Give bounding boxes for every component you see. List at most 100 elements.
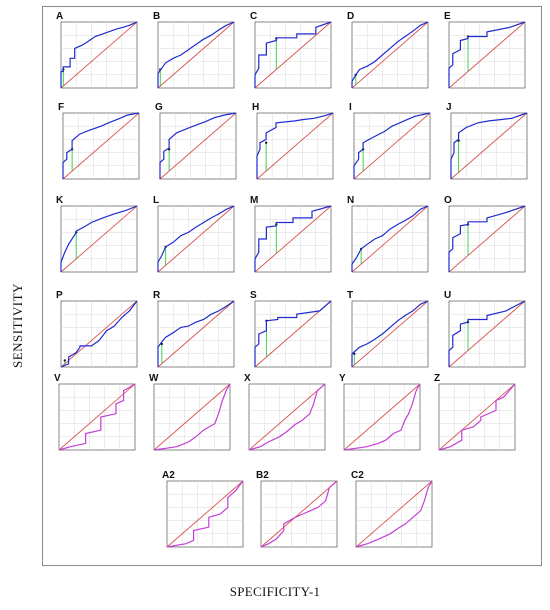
roc-curve — [450, 112, 528, 179]
roc-panel-f: F — [58, 102, 140, 180]
roc-curve — [254, 205, 332, 272]
roc-panel-b2: B2 — [256, 470, 338, 548]
roc-panel-k: K — [56, 195, 138, 273]
reference-line — [438, 383, 516, 451]
reference-line — [159, 112, 237, 180]
roc-curve — [343, 383, 421, 451]
panel-label-b2: B2 — [256, 470, 269, 481]
reference-line — [256, 112, 334, 180]
roc-panel-c2: C2 — [351, 470, 433, 548]
roc-panel-s: S — [250, 290, 332, 368]
panel-label-w: W — [149, 373, 159, 384]
reference-line — [343, 383, 421, 451]
figure-frame — [42, 6, 542, 566]
roc-panel-y: Y — [339, 373, 421, 451]
reference-line — [260, 480, 338, 548]
roc-curve — [448, 300, 526, 367]
roc-panel-l: L — [153, 195, 235, 273]
roc-panel-m: M — [250, 195, 332, 273]
roc-panel-u: U — [444, 290, 526, 368]
reference-line — [157, 21, 235, 89]
reference-line — [153, 383, 231, 451]
roc-curve — [351, 21, 429, 88]
reference-line — [62, 112, 140, 180]
roc-panel-z: Z — [434, 373, 516, 451]
reference-line — [351, 21, 429, 89]
roc-curve — [260, 480, 338, 548]
panel-label-i: I — [349, 102, 352, 113]
panel-label-j: J — [446, 102, 452, 113]
roc-curve — [448, 205, 526, 272]
panel-label-l: L — [153, 195, 159, 206]
roc-curve — [248, 383, 326, 451]
panel-label-p: P — [56, 290, 63, 301]
roc-curve — [256, 112, 334, 179]
roc-curve — [157, 300, 235, 367]
reference-line — [60, 205, 138, 273]
roc-panel-o: O — [444, 195, 526, 273]
panel-label-y: Y — [339, 373, 346, 384]
panel-label-o: O — [444, 195, 452, 206]
panel-label-c: C — [250, 11, 257, 22]
roc-panel-g: G — [155, 102, 237, 180]
roc-curve — [166, 480, 244, 548]
panel-label-z: Z — [434, 373, 440, 384]
roc-curve — [448, 21, 526, 88]
panel-label-a2: A2 — [162, 470, 175, 481]
reference-line — [448, 205, 526, 273]
roc-curve — [438, 383, 516, 451]
panel-label-m: M — [250, 195, 258, 206]
cutoff-point — [353, 352, 356, 355]
roc-panel-j: J — [446, 102, 528, 180]
roc-panel-p: P — [56, 290, 138, 368]
roc-curve — [157, 205, 235, 272]
reference-line — [157, 300, 235, 368]
panel-label-f: F — [58, 102, 64, 113]
roc-panel-w: W — [149, 373, 231, 451]
panel-label-r: R — [153, 290, 161, 301]
reference-line — [355, 480, 433, 548]
roc-curve — [355, 480, 433, 548]
reference-line — [450, 112, 528, 180]
reference-line — [254, 205, 332, 273]
roc-panel-b: B — [153, 11, 235, 89]
panel-label-v: V — [54, 373, 61, 384]
roc-panel-n: N — [347, 195, 429, 273]
reference-line — [448, 300, 526, 368]
roc-curve — [60, 300, 138, 368]
roc-panel-v: V — [54, 373, 136, 451]
reference-line — [248, 383, 326, 451]
panel-label-b: B — [153, 11, 160, 22]
reference-line — [58, 383, 136, 451]
roc-curve — [153, 383, 231, 451]
cutoff-point — [63, 359, 66, 362]
roc-panel-t: T — [347, 290, 429, 368]
roc-curve — [351, 205, 429, 272]
panel-label-t: T — [347, 290, 353, 301]
panel-label-e: E — [444, 11, 451, 22]
roc-panel-e: E — [444, 11, 526, 89]
roc-panel-a2: A2 — [162, 470, 244, 548]
roc-curve — [60, 21, 138, 88]
cutoff-point — [264, 141, 268, 144]
panel-label-g: G — [155, 102, 163, 113]
reference-line — [60, 21, 138, 89]
panel-label-n: N — [347, 195, 354, 206]
roc-panel-r: R — [153, 290, 235, 368]
roc-curve — [254, 21, 332, 88]
reference-line — [448, 21, 526, 89]
reference-line — [351, 205, 429, 273]
roc-panel-d: D — [347, 11, 429, 89]
panel-label-u: U — [444, 290, 451, 301]
reference-line — [351, 300, 429, 368]
panel-label-x: X — [244, 373, 251, 384]
reference-line — [60, 300, 138, 368]
roc-panel-c: C — [250, 11, 332, 89]
panel-label-a: A — [56, 11, 63, 22]
panel-label-d: D — [347, 11, 354, 22]
panel-label-k: K — [56, 195, 64, 206]
roc-curve — [159, 112, 237, 179]
reference-line — [353, 112, 431, 180]
reference-line — [254, 21, 332, 89]
